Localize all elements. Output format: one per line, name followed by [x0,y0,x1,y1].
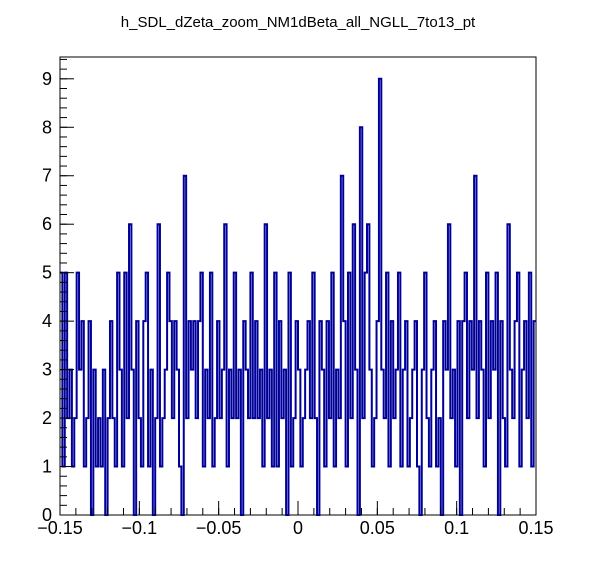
x-tick-label: 0.05 [360,518,395,538]
y-tick-label: 6 [42,214,52,234]
chart-title: h_SDL_dZeta_zoom_NM1dBeta_all_NGLL_7to13… [121,14,476,31]
y-tick-label: 8 [42,117,52,137]
x-tick-label: 0.15 [518,518,553,538]
x-tick-label: 0 [293,518,303,538]
x-tick-label: −0.15 [37,518,83,538]
y-tick-label: 1 [42,457,52,477]
histogram-line [60,77,536,516]
y-tick-label: 5 [42,263,52,283]
y-tick-label: 0 [42,505,52,525]
x-tick-label: 0.1 [444,518,469,538]
x-tick-label: −0.05 [196,518,242,538]
y-tick-label: 3 [42,360,52,380]
y-tick-label: 7 [42,166,52,186]
y-tick-label: 4 [42,311,52,331]
x-tick-label: −0.1 [122,518,158,538]
y-tick-label: 2 [42,408,52,428]
y-tick-label: 9 [42,69,52,89]
